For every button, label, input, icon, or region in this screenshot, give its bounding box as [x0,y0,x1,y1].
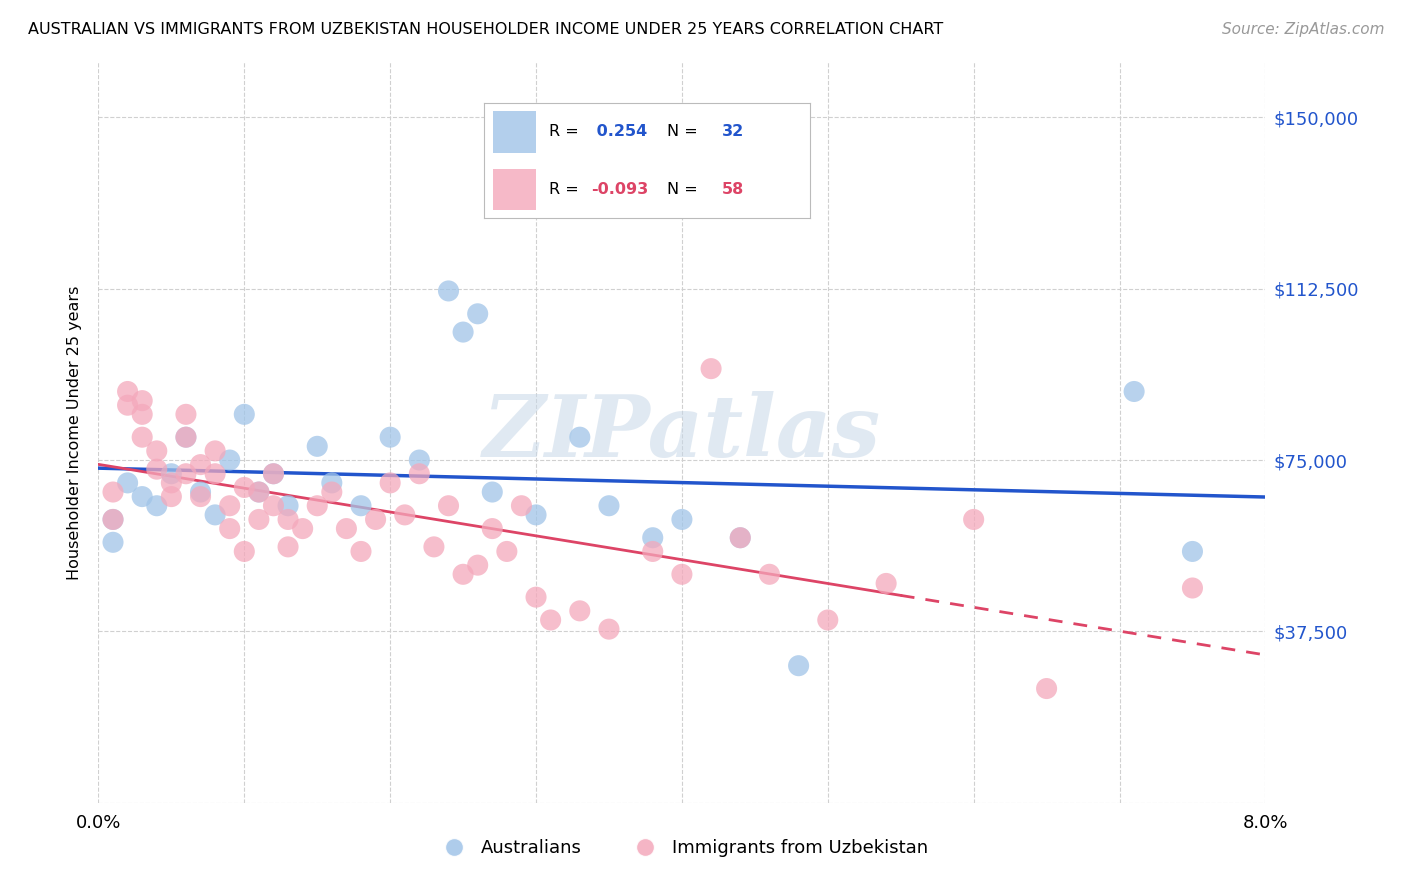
Point [146,462,169,476]
Point [307,499,329,513]
Legend: Australians, Immigrants from Uzbekistan: Australians, Immigrants from Uzbekistan [429,831,935,864]
Point [131,490,153,504]
Point [190,490,212,504]
Point [233,544,256,558]
Point [1181,581,1204,595]
Point [481,522,503,536]
Text: ZIPatlas: ZIPatlas [482,391,882,475]
Point [131,408,153,422]
Point [101,485,124,500]
Point [262,467,284,481]
Point [394,508,416,522]
Point [598,499,620,513]
Point [568,430,591,444]
Point [174,430,197,444]
Point [233,408,256,422]
Point [146,443,169,458]
Point [437,499,460,513]
Point [408,453,430,467]
Point [641,544,664,558]
Point [131,430,153,444]
Point [247,512,270,526]
Point [875,576,897,591]
Point [350,544,373,558]
Point [700,361,723,376]
Point [364,512,387,526]
Point [131,393,153,408]
Point [1035,681,1057,696]
Point [408,467,430,481]
Point [817,613,839,627]
Point [262,467,284,481]
Point [540,613,562,627]
Point [380,430,402,444]
Point [437,284,460,298]
Point [160,467,183,481]
Point [350,499,373,513]
Point [277,540,299,554]
Point [160,490,183,504]
Point [671,567,693,582]
Point [101,512,124,526]
Point [467,558,489,573]
Point [641,531,664,545]
Y-axis label: Householder Income Under 25 years: Householder Income Under 25 years [67,285,83,580]
Point [524,590,547,604]
Point [247,485,270,500]
Point [481,485,503,500]
Point [568,604,591,618]
Point [190,458,212,472]
Point [307,439,329,453]
Point [1181,544,1204,558]
Point [496,544,519,558]
Text: AUSTRALIAN VS IMMIGRANTS FROM UZBEKISTAN HOUSEHOLDER INCOME UNDER 25 YEARS CORRE: AUSTRALIAN VS IMMIGRANTS FROM UZBEKISTAN… [28,22,943,37]
Point [1123,384,1146,399]
Point [321,485,343,500]
Point [247,485,270,500]
Point [160,475,183,490]
Point [510,499,533,513]
Point [524,508,547,522]
Point [277,499,299,513]
Point [380,475,402,490]
Point [291,522,314,536]
Point [218,522,240,536]
Point [451,567,474,582]
Point [233,480,256,494]
Point [204,467,226,481]
Point [101,512,124,526]
Point [262,499,284,513]
Point [204,508,226,522]
Point [174,408,197,422]
Point [101,535,124,549]
Point [218,453,240,467]
Point [277,512,299,526]
Point [787,658,810,673]
Point [730,531,752,545]
Point [598,622,620,636]
Point [174,467,197,481]
Point [117,398,139,412]
Point [117,475,139,490]
Point [174,430,197,444]
Point [671,512,693,526]
Point [321,475,343,490]
Point [962,512,984,526]
Point [190,485,212,500]
Point [218,499,240,513]
Point [467,307,489,321]
Point [423,540,446,554]
Text: Source: ZipAtlas.com: Source: ZipAtlas.com [1222,22,1385,37]
Point [146,499,169,513]
Point [758,567,780,582]
Point [335,522,357,536]
Point [204,443,226,458]
Point [117,384,139,399]
Point [730,531,752,545]
Point [451,325,474,339]
